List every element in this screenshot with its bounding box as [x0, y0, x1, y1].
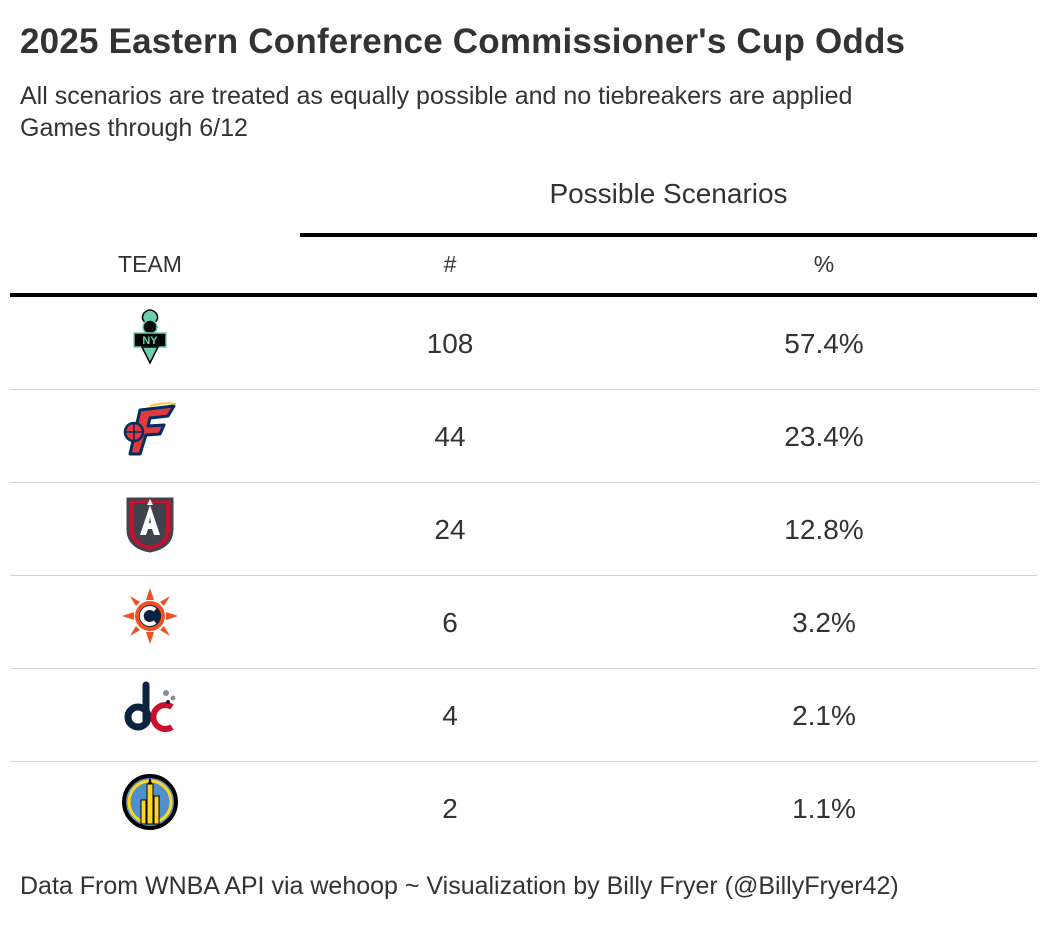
scenario-count: 24	[434, 514, 466, 545]
table-row: 2 1.1%	[10, 762, 1037, 854]
table-body: NY 108 57.4% 44 23.4% 24	[10, 297, 1037, 854]
scenario-percent: 3.2%	[792, 607, 856, 638]
scenario-count: 4	[442, 700, 458, 731]
scenario-count: 44	[434, 421, 466, 452]
indiana-fever-logo	[120, 400, 180, 460]
scenario-percent: 2.1%	[792, 700, 856, 731]
source-caption: Data From WNBA API via wehoop ~ Visualiz…	[20, 872, 899, 900]
scenario-percent: 1.1%	[792, 793, 856, 824]
chart-subtitle: All scenarios are treated as equally pos…	[20, 82, 853, 110]
header-rule	[10, 293, 1037, 297]
table-row: 4 2.1%	[10, 669, 1037, 762]
table-row: 6 3.2%	[10, 576, 1037, 669]
column-header-percent: %	[813, 251, 835, 277]
chicago-sky-logo	[120, 772, 180, 832]
table-row: NY 108 57.4%	[10, 297, 1037, 390]
svg-text:NY: NY	[142, 335, 158, 347]
spanner-label: Possible Scenarios	[549, 178, 788, 209]
table-row: 24 12.8%	[10, 483, 1037, 576]
table-row: 44 23.4%	[10, 390, 1037, 483]
new-york-liberty-logo: NY	[120, 307, 180, 367]
chart-title: 2025 Eastern Conference Commissioner's C…	[20, 22, 906, 61]
washington-mystics-logo	[120, 679, 180, 739]
column-header-count: #	[443, 251, 457, 277]
scenario-percent: 57.4%	[784, 328, 864, 359]
scenario-percent: 12.8%	[784, 514, 864, 545]
scenario-percent: 23.4%	[784, 421, 864, 452]
scenario-count: 108	[426, 328, 474, 359]
column-header-team: TEAM	[118, 251, 182, 277]
scenario-count: 6	[442, 607, 458, 638]
spanner-rule	[300, 233, 1037, 237]
scenario-count: 2	[442, 793, 458, 824]
atlanta-dream-logo	[120, 493, 180, 553]
connecticut-sun-logo	[120, 586, 180, 646]
chart-subtitle-date: Games through 6/12	[20, 114, 248, 142]
